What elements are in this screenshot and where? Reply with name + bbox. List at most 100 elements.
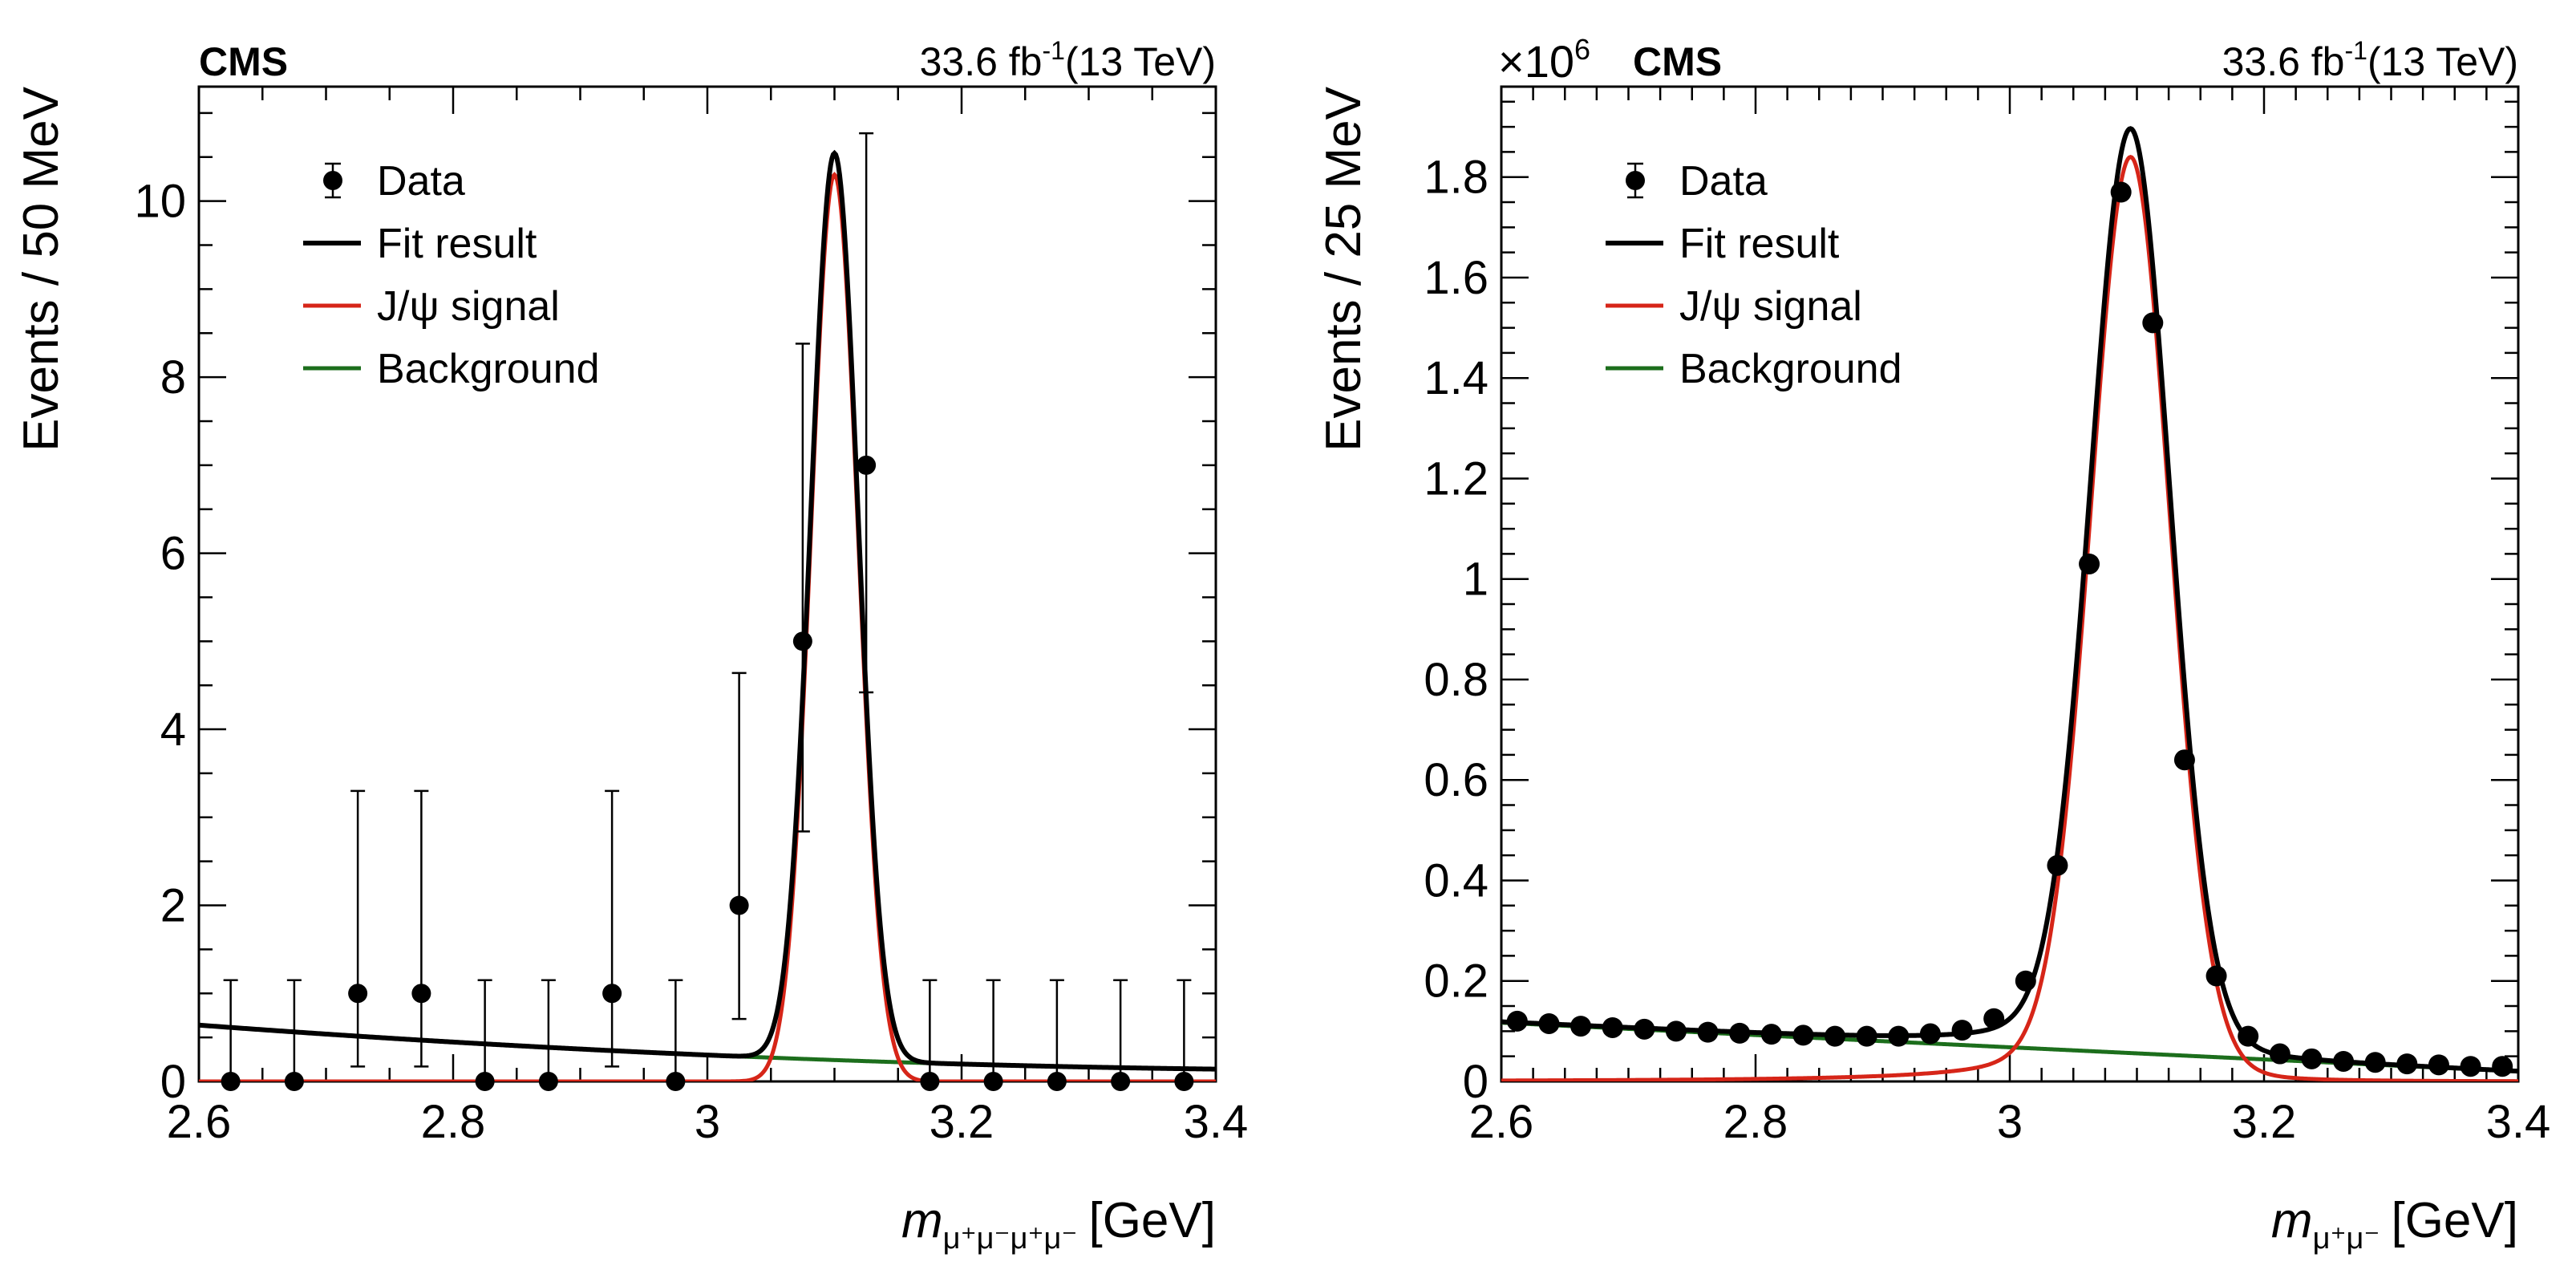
right-axis-ticks <box>1500 87 2520 1083</box>
right-data-point <box>2364 1052 2386 1073</box>
left-y-tick-label: 4 <box>160 704 186 756</box>
left-signal-curve <box>199 172 1216 1081</box>
right-data-point <box>2205 965 2227 987</box>
right-data-point <box>2492 1056 2513 1077</box>
left-y-axis-title: Events / 50 MeV <box>14 86 69 452</box>
right-data-point <box>1919 1023 1941 1045</box>
left-lumi-label: 33.6 fb-1(13 TeV) <box>920 36 1216 84</box>
left-y-tick-labels: 0 2 4 6 8 10 <box>134 176 186 1108</box>
right-data-point <box>1602 1016 1623 1038</box>
left-legend-data-label: Data <box>377 158 465 205</box>
right-y-tick-label: 1.6 <box>1424 252 1488 304</box>
right-x-tick-label: 2.6 <box>1469 1096 1534 1148</box>
left-data-point <box>1047 1072 1067 1091</box>
left-data-point <box>857 455 877 475</box>
left-chart: 2.6 2.8 3 3.2 3.4 0 2 4 6 8 10 CMS 33.6 fb-1(13 T… <box>14 36 1248 1256</box>
left-legend: Data Fit result J/ψ signal Background <box>303 158 600 392</box>
right-data-point <box>1570 1016 1592 1037</box>
right-data-point <box>1697 1021 1719 1043</box>
right-y-tick-label: 1 <box>1463 554 1488 606</box>
right-data-point <box>2110 181 2132 203</box>
left-data-point <box>920 1072 940 1091</box>
right-data-point <box>2142 312 2164 334</box>
right-data-point <box>1983 1008 2005 1029</box>
right-legend-signal-label: J/ψ signal <box>1679 283 1862 330</box>
right-data-point <box>2079 553 2100 574</box>
right-experiment-label: CMS <box>1633 39 1722 84</box>
left-data-point <box>221 1072 241 1091</box>
left-x-tick-label: 2.8 <box>421 1096 486 1148</box>
left-data-point <box>411 984 431 1004</box>
left-x-tick-labels: 2.6 2.8 3 3.2 3.4 <box>167 1096 1249 1148</box>
left-data-point <box>1111 1072 1131 1091</box>
right-y-axis-title: Events / 25 MeV <box>1316 86 1371 452</box>
right-x-tick-label: 3 <box>1997 1096 2023 1148</box>
left-data-point <box>1174 1072 1194 1091</box>
left-plot-frame <box>197 85 1217 1083</box>
left-y-tick-label: 10 <box>134 176 186 228</box>
right-legend-background-label: Background <box>1679 346 1902 392</box>
right-data-point <box>2047 854 2068 876</box>
right-signal-curve <box>1501 155 2518 1081</box>
left-x-axis-title: mμ⁺μ⁻μ⁺μ⁻ [GeV] <box>901 1193 1216 1256</box>
right-fit-curve <box>1501 126 2518 1074</box>
left-data-points <box>221 132 1194 1091</box>
right-data-point <box>2238 1025 2259 1047</box>
right-y-tick-label: 0.6 <box>1424 754 1488 806</box>
left-legend-data-marker <box>323 171 342 190</box>
left-y-tick-label: 2 <box>160 880 186 932</box>
right-y-tick-label: 0.2 <box>1424 955 1488 1008</box>
right-data-point <box>1951 1020 1973 1041</box>
right-x-tick-label: 3.2 <box>2232 1096 2297 1148</box>
left-data-point <box>983 1072 1003 1091</box>
right-plot-frame <box>1500 85 2520 1083</box>
right-data-point <box>1665 1020 1687 1042</box>
right-data-point <box>1792 1024 1814 1046</box>
left-data-point <box>348 984 368 1004</box>
left-data-point <box>475 1072 495 1091</box>
right-data-point <box>1634 1018 1655 1040</box>
right-data-point <box>2015 970 2036 992</box>
right-legend-data-marker <box>1626 171 1645 190</box>
right-data-point <box>1729 1022 1751 1044</box>
right-data-point <box>2396 1053 2418 1075</box>
left-data-point <box>538 1072 558 1091</box>
right-legend-fit-label: Fit result <box>1679 221 1840 267</box>
right-y-tick-label: 0 <box>1463 1056 1488 1108</box>
left-curves <box>199 149 1216 1081</box>
left-fit-curve <box>199 149 1216 1072</box>
right-data-point <box>1825 1025 1846 1047</box>
right-x-axis-title: mμ⁺μ⁻ [GeV] <box>2271 1193 2518 1256</box>
left-x-tick-label: 3.4 <box>1184 1096 1249 1148</box>
right-data-point <box>2269 1043 2290 1065</box>
right-data-point <box>2333 1050 2355 1072</box>
left-legend-fit-label: Fit result <box>377 221 537 267</box>
right-y-tick-label: 0.8 <box>1424 654 1488 706</box>
left-data-point <box>729 895 749 915</box>
left-axis-ticks <box>197 87 1217 1083</box>
left-data-point <box>666 1072 686 1091</box>
right-x-tick-label: 2.8 <box>1723 1096 1788 1148</box>
right-data-point <box>1888 1025 1910 1047</box>
left-x-tick-label: 3 <box>695 1096 720 1148</box>
left-x-tick-label: 2.6 <box>167 1096 232 1148</box>
right-data-point <box>2301 1048 2323 1069</box>
right-data-point <box>2173 749 2195 771</box>
right-multiplier-label: ×106 <box>1498 33 1590 87</box>
left-y-tick-label: 6 <box>160 528 186 580</box>
right-y-tick-labels: 0 0.2 0.4 0.6 0.8 1 1.2 1.4 1.6 1.8 <box>1424 152 1488 1108</box>
right-curves <box>1501 126 2518 1081</box>
right-data-point <box>2428 1054 2449 1076</box>
right-data-point <box>1506 1010 1528 1032</box>
left-x-tick-label: 3.2 <box>930 1096 994 1148</box>
right-y-tick-label: 0.4 <box>1424 854 1488 907</box>
left-legend-background-label: Background <box>377 346 600 392</box>
right-data-point <box>2460 1056 2481 1077</box>
right-x-tick-labels: 2.6 2.8 3 3.2 3.4 <box>1469 1096 2551 1148</box>
left-experiment-label: CMS <box>199 39 288 84</box>
right-chart: 2.6 2.8 3 3.2 3.4 0 0.2 0.4 0.6 0.8 1 1.2 1.4 1.6 1.8… <box>1316 33 2550 1256</box>
right-data-point <box>1856 1025 1877 1047</box>
right-y-tick-label: 1.4 <box>1424 352 1488 404</box>
right-lumi-label: 33.6 fb-1(13 TeV) <box>2222 36 2518 84</box>
